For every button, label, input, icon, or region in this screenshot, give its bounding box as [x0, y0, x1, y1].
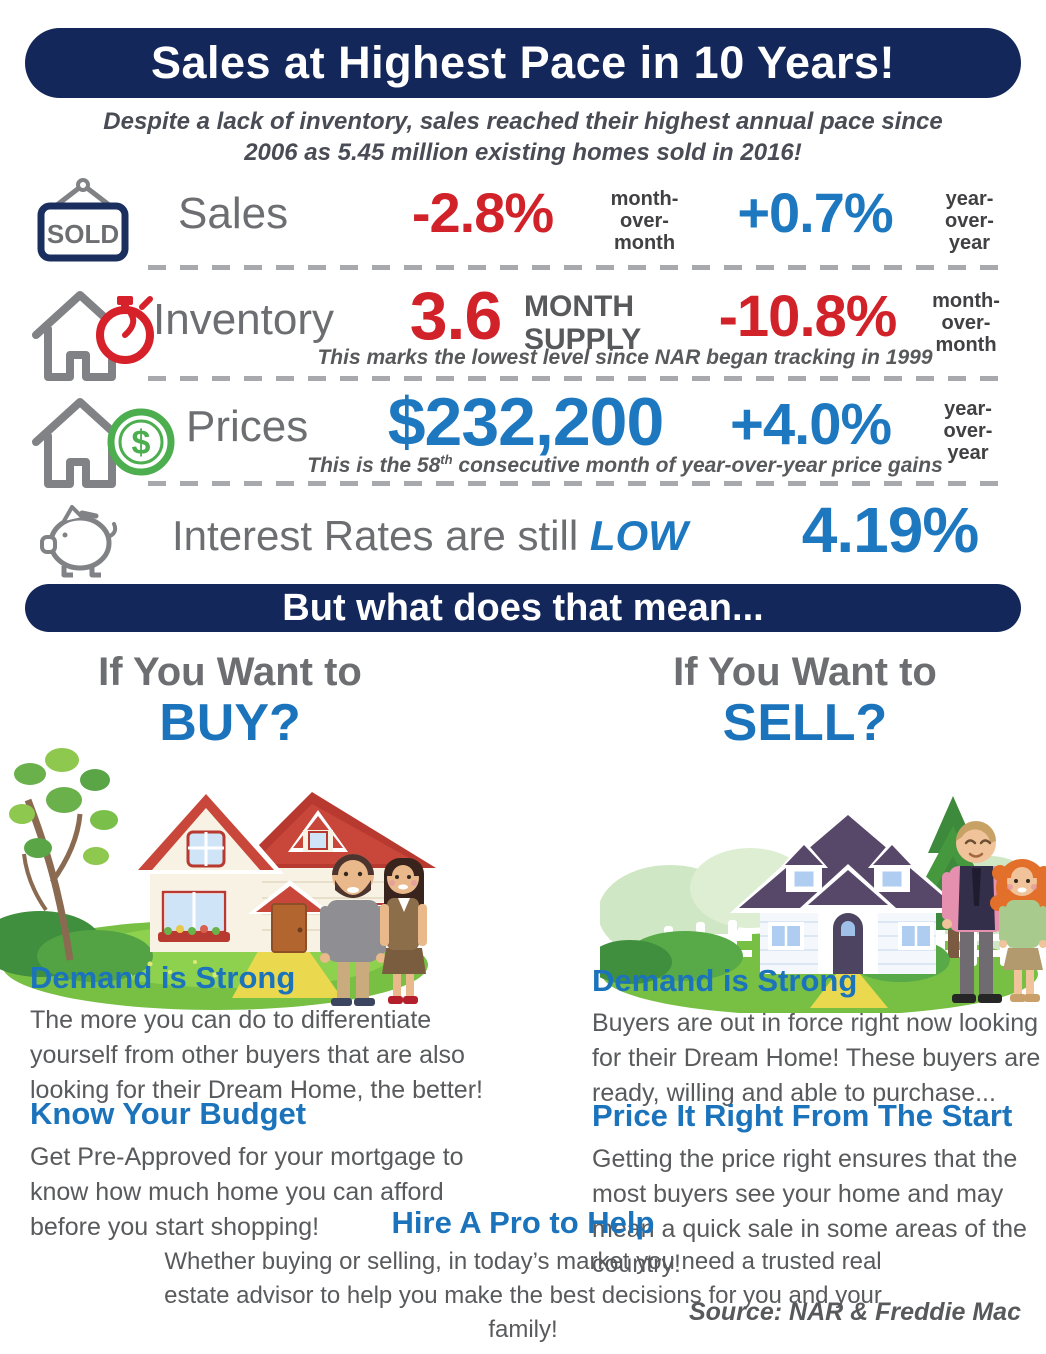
buy-heading-top: If You Want to	[98, 650, 362, 694]
footer-title: Hire A Pro to Help	[391, 1205, 655, 1240]
house-dollar-icon: $	[32, 398, 175, 488]
row-divider	[148, 376, 1010, 381]
sell-heading-main: SELL?	[722, 694, 888, 752]
prices-note-suffix: consecutive month of year-over-year pric…	[452, 454, 943, 477]
buy-heading: If You Want to BUY?	[40, 650, 420, 750]
sales-label: Sales	[178, 189, 289, 238]
rates-low-highlight: LOW	[589, 512, 688, 559]
prices-label: Prices	[186, 402, 309, 451]
prices-note-prefix: This is the 58	[307, 454, 441, 477]
sell-section-1-title: Demand is Strong	[592, 963, 858, 998]
main-title: Sales at Highest Pace in 10 Years!	[150, 37, 896, 88]
sales-yoy-caption: year- over- year	[945, 188, 994, 254]
inventory-note: This marks the lowest level since NAR be…	[317, 346, 933, 369]
source-credit: Source: NAR & Freddie Mac	[688, 1298, 1021, 1326]
inventory-supply-value: 3.6	[409, 278, 503, 354]
inventory-supply-unit: MONTH SUPPLY	[524, 290, 642, 356]
buy-illustration	[0, 748, 436, 1010]
sell-section-1-body: Buyers are out in force right now lookin…	[592, 1009, 1041, 1107]
buy-heading-main: BUY?	[159, 694, 301, 752]
sell-woman-figure	[990, 859, 1046, 1002]
prices-yoy-value: +4.0%	[729, 392, 892, 457]
sold-sign-text: SOLD	[47, 219, 119, 249]
buy-section-2-title: Know Your Budget	[30, 1096, 307, 1131]
prices-note: This is the 58th consecutive month of ye…	[230, 452, 1020, 478]
footer-body: Whether buying or selling, in today’s ma…	[164, 1248, 882, 1343]
sell-illustration	[600, 796, 1046, 1013]
inventory-label: Inventory	[153, 295, 334, 344]
inventory-mom-value: -10.8%	[718, 284, 898, 349]
sell-heading: If You Want to SELL?	[615, 650, 995, 750]
sales-mom-caption: month- over- month	[610, 188, 679, 254]
house-stopwatch-icon	[32, 291, 154, 381]
dollar-sign-text: $	[132, 424, 151, 462]
sell-man-figure	[942, 821, 1011, 1003]
rates-label: Interest Rates are still LOW	[172, 515, 688, 557]
prices-note-superscript: th	[440, 452, 453, 467]
piggy-bank-icon	[40, 505, 118, 578]
inventory-mom-caption: month- over- month	[932, 290, 1000, 356]
sell-section-2-title: Price It Right From The Start	[592, 1098, 1013, 1133]
buy-section-2-body: Get Pre-Approved for your mortgage to kn…	[30, 1143, 464, 1241]
rates-label-text: Interest Rates are still	[172, 512, 590, 559]
buy-woman-figure	[380, 858, 427, 1004]
rates-value: 4.19%	[801, 494, 979, 566]
sell-heading-top: If You Want to	[673, 650, 937, 694]
row-divider	[148, 265, 1010, 270]
median-price-value: $232,200	[387, 384, 665, 460]
row-divider	[148, 481, 1010, 486]
sold-sign-icon: SOLD	[37, 178, 129, 262]
prices-yoy-caption: year- over- year	[943, 398, 993, 464]
sales-yoy-value: +0.7%	[737, 181, 893, 244]
question-banner: But what does that mean...	[25, 584, 1021, 632]
title-banner: Sales at Highest Pace in 10 Years!	[25, 28, 1021, 98]
intro-subtitle: Despite a lack of inventory, sales reach…	[103, 108, 943, 166]
sales-mom-value: -2.8%	[411, 181, 554, 244]
sell-section-2-body: Getting the price right ensures that the…	[592, 1145, 1027, 1278]
buy-section-1-body: The more you can do to differentiate you…	[30, 1006, 483, 1104]
question-banner-text: But what does that mean...	[282, 587, 764, 629]
buy-section-1-title: Demand is Strong	[30, 960, 296, 995]
